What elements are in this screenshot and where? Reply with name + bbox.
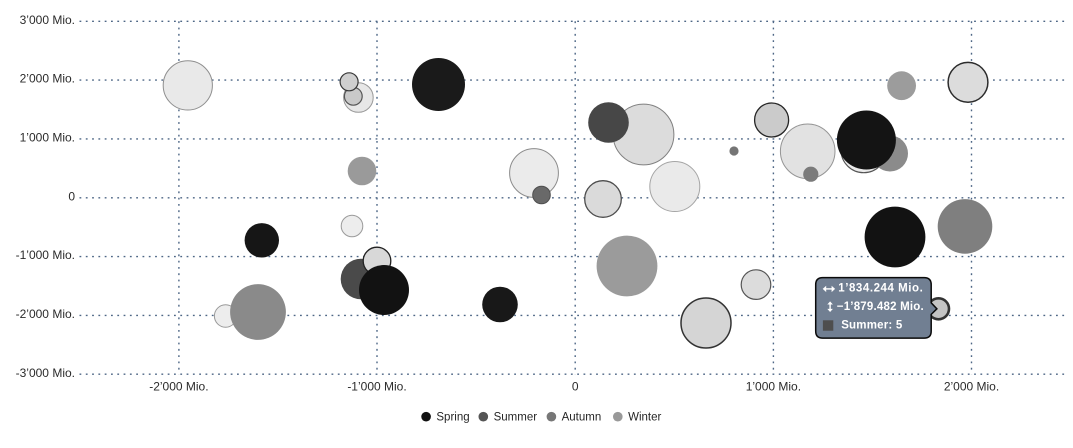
svg-text:Autumn: Autumn: [562, 411, 602, 423]
svg-text:Summer: 5: Summer: 5: [841, 319, 903, 331]
svg-text:Summer: Summer: [494, 411, 538, 423]
svg-text:-2’000 Mio.: -2’000 Mio.: [149, 379, 208, 393]
svg-text:3’000 Mio.: 3’000 Mio.: [20, 13, 75, 27]
svg-text:1’834.244 Mio.: 1’834.244 Mio.: [838, 283, 923, 295]
svg-text:1’000 Mio.: 1’000 Mio.: [746, 379, 801, 393]
svg-text:2’000 Mio.: 2’000 Mio.: [944, 379, 999, 393]
svg-text:−1’879.482 Mio.: −1’879.482 Mio.: [837, 301, 924, 313]
svg-text:Winter: Winter: [628, 411, 661, 423]
svg-text:-3’000 Mio.: -3’000 Mio.: [16, 366, 75, 380]
svg-text:-2’000 Mio.: -2’000 Mio.: [16, 307, 75, 321]
svg-text:0: 0: [572, 379, 579, 393]
svg-text:-1’000 Mio.: -1’000 Mio.: [347, 379, 406, 393]
svg-text:-1’000 Mio.: -1’000 Mio.: [16, 248, 75, 262]
svg-text:2’000 Mio.: 2’000 Mio.: [20, 72, 75, 86]
svg-text:Spring: Spring: [436, 411, 469, 423]
svg-text:1’000 Mio.: 1’000 Mio.: [20, 131, 75, 145]
svg-text:0: 0: [68, 189, 75, 203]
